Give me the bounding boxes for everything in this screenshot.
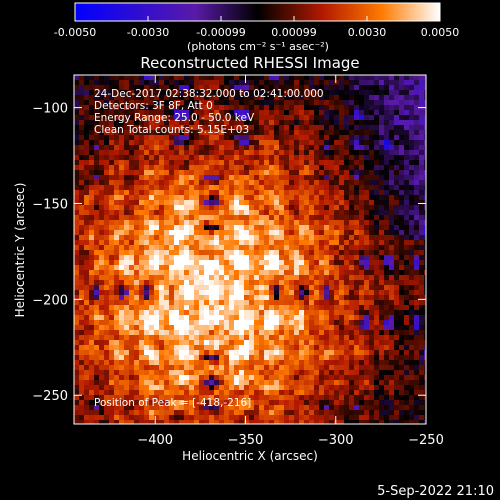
x-tick-label: −350: [228, 433, 264, 448]
y-tick-label: −100: [32, 102, 68, 117]
x-tick-label: −250: [408, 433, 444, 448]
x-axis-label: Heliocentric X (arcsec): [182, 449, 318, 463]
colorbar-tick-label: -0.0050: [54, 26, 96, 39]
colorbar-tick-label: -0.00099: [196, 26, 245, 39]
y-tick-label: −200: [32, 293, 68, 308]
axis-ticks: −400 −350 −300 −250 −100 −150 −200 −250: [32, 75, 444, 448]
footer-timestamp: 5-Sep-2022 21:10: [377, 484, 494, 499]
y-tick-label: −250: [32, 389, 68, 404]
x-tick-label: −300: [318, 433, 354, 448]
annotation-line: Clean Total counts: 5.15E+03: [94, 124, 249, 136]
colorbar: [74, 2, 441, 22]
peak-position-label: Position of Peak = [-418,-216]: [94, 397, 251, 409]
colorbar-tick-label: -0.0030: [127, 26, 169, 39]
annotations: 24-Dec-2017 02:38:32.000 to 02:41:00.000…: [94, 88, 324, 409]
colorbar-tick-label: 0.00099: [271, 26, 317, 39]
chart-title: Reconstructed RHESSI Image: [140, 54, 359, 72]
colorbar-units: (photons cm⁻² s⁻¹ asec⁻²): [187, 40, 329, 53]
plot-frame: [73, 74, 427, 425]
annotation-line: Detectors: 3F 8F, Att 0: [94, 100, 213, 112]
x-tick-label: −400: [137, 433, 173, 448]
colorbar-ticks: -0.0050 -0.0030 -0.00099 0.00099 0.0030 0.005…: [54, 16, 459, 39]
y-axis-label: Heliocentric Y (arcsec): [13, 183, 27, 318]
heatmap-image: [74, 75, 426, 424]
colorbar-tick-label: 0.0050: [421, 26, 460, 39]
colorbar-tick-label: 0.0030: [348, 26, 387, 39]
y-tick-label: −150: [32, 197, 68, 212]
annotation-line: 24-Dec-2017 02:38:32.000 to 02:41:00.000: [94, 88, 324, 100]
annotation-line: Energy Range: 25.0 - 50.0 keV: [94, 112, 255, 124]
